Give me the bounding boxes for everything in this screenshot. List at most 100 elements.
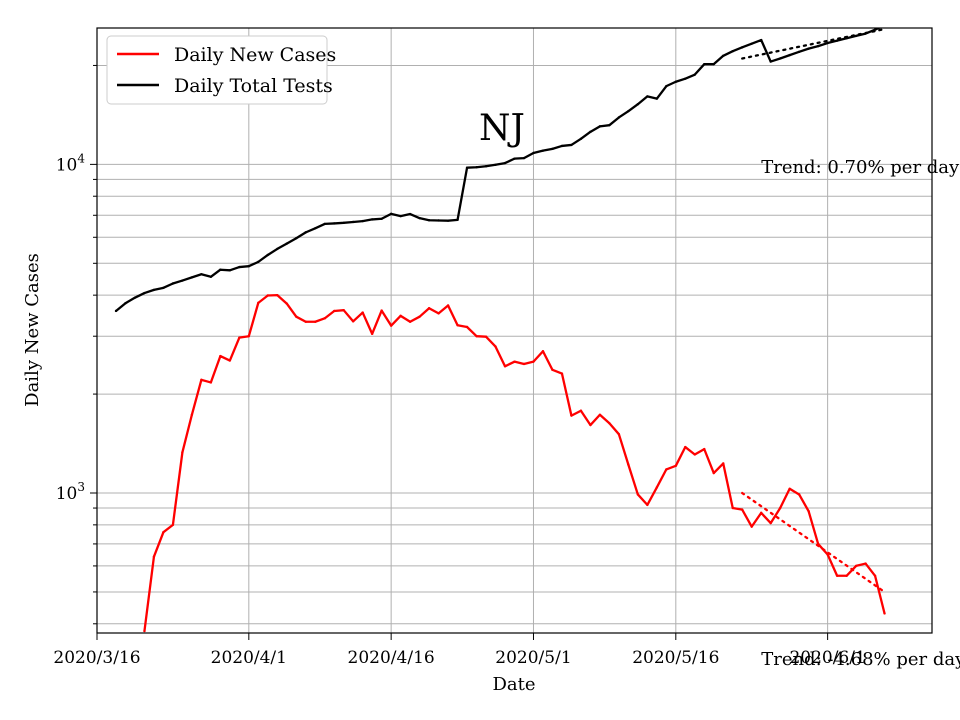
data-point-daily-new-cases — [437, 312, 440, 315]
data-point-daily-total-tests — [465, 166, 469, 169]
x-tick-label: 2020/5/16 — [632, 648, 719, 668]
data-point-daily-total-tests — [741, 46, 744, 49]
plot-area — [114, 28, 886, 633]
x-tick-label: 2020/4/16 — [348, 648, 435, 668]
data-point-daily-new-cases — [693, 453, 696, 456]
data-point-daily-new-cases — [741, 508, 744, 511]
data-point-daily-new-cases — [750, 525, 753, 528]
data-point-daily-new-cases — [370, 332, 374, 336]
data-point-daily-new-cases — [276, 293, 279, 297]
data-point-daily-total-tests — [304, 231, 307, 234]
data-point-daily-total-tests — [484, 165, 488, 168]
data-point-daily-new-cases — [171, 523, 175, 527]
data-point-daily-new-cases — [731, 506, 734, 510]
data-point-daily-new-cases — [143, 629, 146, 633]
trend-annotation-daily-total-tests: Trend: 0.70% per day — [761, 157, 960, 178]
x-tick-label: 2020/6/1 — [789, 648, 865, 668]
data-point-daily-total-tests — [427, 219, 431, 222]
data-point-daily-total-tests — [124, 302, 127, 305]
data-point-daily-new-cases — [333, 309, 336, 313]
data-point-daily-total-tests — [560, 144, 564, 148]
data-point-daily-total-tests — [380, 217, 383, 220]
trend-annotation-daily-new-cases: Trend: -4.68% per day — [761, 649, 960, 670]
data-point-daily-total-tests — [437, 219, 440, 222]
data-point-daily-total-tests — [408, 212, 412, 216]
data-point-daily-new-cases — [342, 308, 345, 312]
data-point-daily-total-tests — [475, 166, 478, 169]
data-point-daily-new-cases — [674, 464, 678, 468]
data-point-daily-total-tests — [114, 309, 118, 313]
y-tick-label-base: 10 — [56, 484, 78, 504]
data-point-daily-new-cases — [304, 320, 307, 323]
data-point-daily-total-tests — [257, 260, 260, 264]
data-point-daily-total-tests — [266, 253, 269, 257]
data-point-daily-total-tests — [276, 247, 279, 251]
data-point-daily-total-tests — [551, 147, 554, 151]
data-point-daily-total-tests — [655, 97, 659, 100]
data-point-daily-new-cases — [209, 381, 213, 384]
data-point-daily-total-tests — [579, 137, 583, 141]
data-point-daily-new-cases — [503, 365, 507, 368]
data-point-daily-total-tests — [399, 214, 402, 218]
data-point-daily-total-tests — [285, 242, 288, 245]
data-point-daily-total-tests — [598, 125, 602, 128]
data-point-daily-total-tests — [228, 269, 232, 272]
legend-label-daily-total-tests: Daily Total Tests — [174, 75, 333, 97]
data-point-daily-new-cases — [247, 335, 251, 338]
x-tick-label: 2020/3/16 — [53, 648, 140, 668]
data-point-daily-total-tests — [503, 161, 507, 165]
data-point-daily-total-tests — [162, 286, 165, 290]
data-point-daily-total-tests — [589, 130, 592, 134]
data-point-daily-new-cases — [712, 471, 715, 475]
data-point-daily-total-tests — [361, 219, 364, 223]
data-point-daily-new-cases — [760, 511, 763, 515]
x-axis-label: Date — [492, 674, 535, 695]
data-point-daily-new-cases — [219, 354, 222, 358]
data-point-daily-new-cases — [835, 574, 839, 577]
data-point-daily-total-tests — [760, 38, 763, 42]
data-point-daily-new-cases — [418, 315, 421, 318]
data-point-daily-total-tests — [684, 77, 687, 80]
data-point-daily-total-tests — [418, 216, 421, 220]
data-point-daily-new-cases — [665, 468, 668, 471]
data-point-daily-total-tests — [143, 291, 146, 295]
data-point-daily-new-cases — [190, 413, 194, 416]
data-point-daily-new-cases — [522, 362, 526, 366]
data-point-daily-total-tests — [532, 151, 535, 155]
data-point-daily-total-tests — [807, 47, 810, 50]
data-point-daily-new-cases — [314, 320, 317, 323]
data-point-daily-new-cases — [598, 413, 602, 416]
data-point-daily-new-cases — [797, 493, 801, 496]
data-point-daily-new-cases — [257, 301, 260, 305]
data-point-daily-total-tests — [247, 264, 251, 268]
data-point-daily-new-cases — [873, 574, 877, 577]
data-point-daily-new-cases — [636, 493, 640, 496]
data-point-daily-total-tests — [513, 157, 516, 160]
data-point-daily-total-tests — [219, 268, 222, 271]
x-tick-label: 2020/5/1 — [495, 648, 571, 668]
y-axis-label: Daily New Cases — [22, 253, 43, 407]
data-point-daily-new-cases — [399, 314, 402, 318]
data-point-daily-new-cases — [617, 432, 621, 436]
series-line-daily-total-tests — [115, 28, 882, 312]
data-point-daily-new-cases — [494, 345, 497, 348]
data-point-daily-new-cases — [769, 521, 772, 525]
data-point-daily-new-cases — [684, 445, 687, 449]
data-point-daily-total-tests — [200, 273, 203, 276]
data-point-daily-new-cases — [845, 574, 848, 577]
data-point-daily-total-tests — [627, 109, 630, 113]
data-point-daily-new-cases — [389, 324, 393, 327]
data-point-daily-new-cases — [295, 315, 298, 318]
data-point-daily-total-tests — [731, 49, 734, 53]
data-point-daily-new-cases — [200, 378, 203, 382]
data-point-daily-new-cases — [465, 325, 469, 329]
data-point-daily-total-tests — [133, 296, 137, 299]
data-point-daily-new-cases — [238, 336, 241, 339]
data-point-daily-new-cases — [589, 423, 592, 427]
y-tick-label: 104 — [56, 151, 86, 175]
data-point-daily-total-tests — [351, 220, 355, 224]
chart-title: NJ — [479, 108, 525, 149]
data-point-daily-new-cases — [722, 462, 725, 465]
